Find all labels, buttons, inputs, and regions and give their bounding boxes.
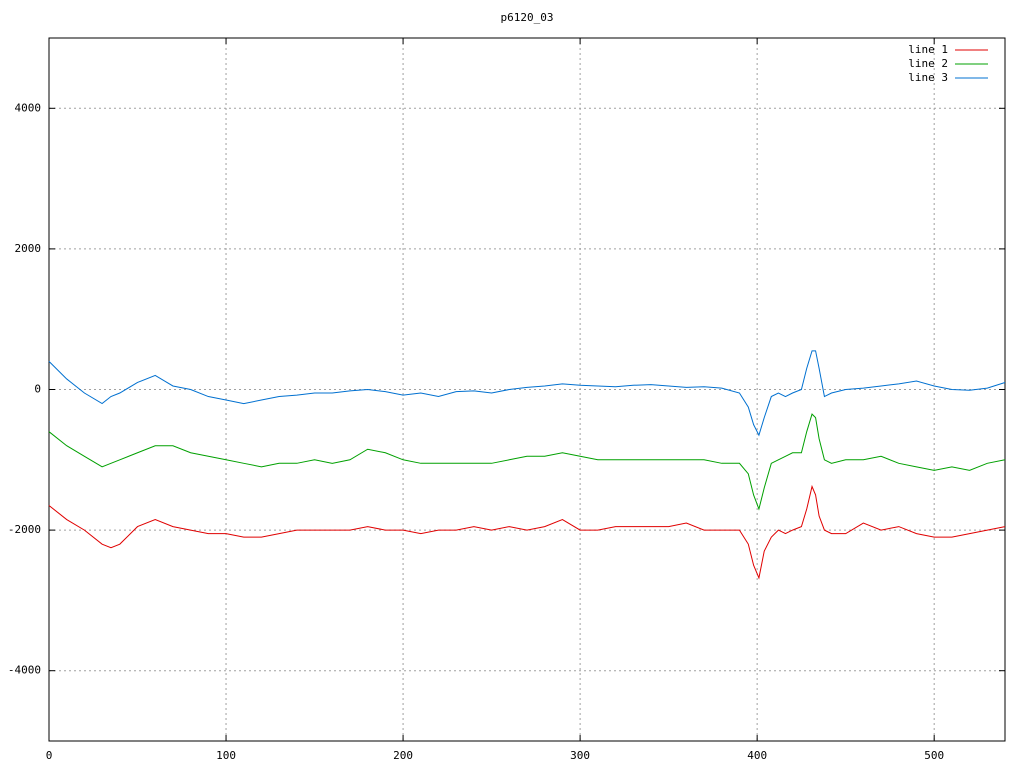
line xyxy=(48,484,1006,580)
legend-label: line 1 xyxy=(908,43,948,56)
legend-label: line 3 xyxy=(908,71,948,84)
x-tick-label: 0 xyxy=(46,749,53,762)
line xyxy=(48,350,1006,437)
line xyxy=(48,413,1006,511)
x-tick-label: 500 xyxy=(924,749,944,762)
x-tick-label: 200 xyxy=(393,749,413,762)
x-tick-label: 300 xyxy=(570,749,590,762)
x-tick-label: 400 xyxy=(747,749,767,762)
legend-label: line 2 xyxy=(908,57,948,70)
y-tick-label: 4000 xyxy=(15,101,42,114)
y-tick-label: -4000 xyxy=(8,664,41,677)
x-tick-label: 100 xyxy=(216,749,236,762)
plot-border xyxy=(48,37,1006,742)
y-tick-label: 2000 xyxy=(15,242,42,255)
y-tick-label: -2000 xyxy=(8,523,41,536)
chart-title: p6120_03 xyxy=(501,11,554,24)
y-tick-label: 0 xyxy=(34,383,41,396)
